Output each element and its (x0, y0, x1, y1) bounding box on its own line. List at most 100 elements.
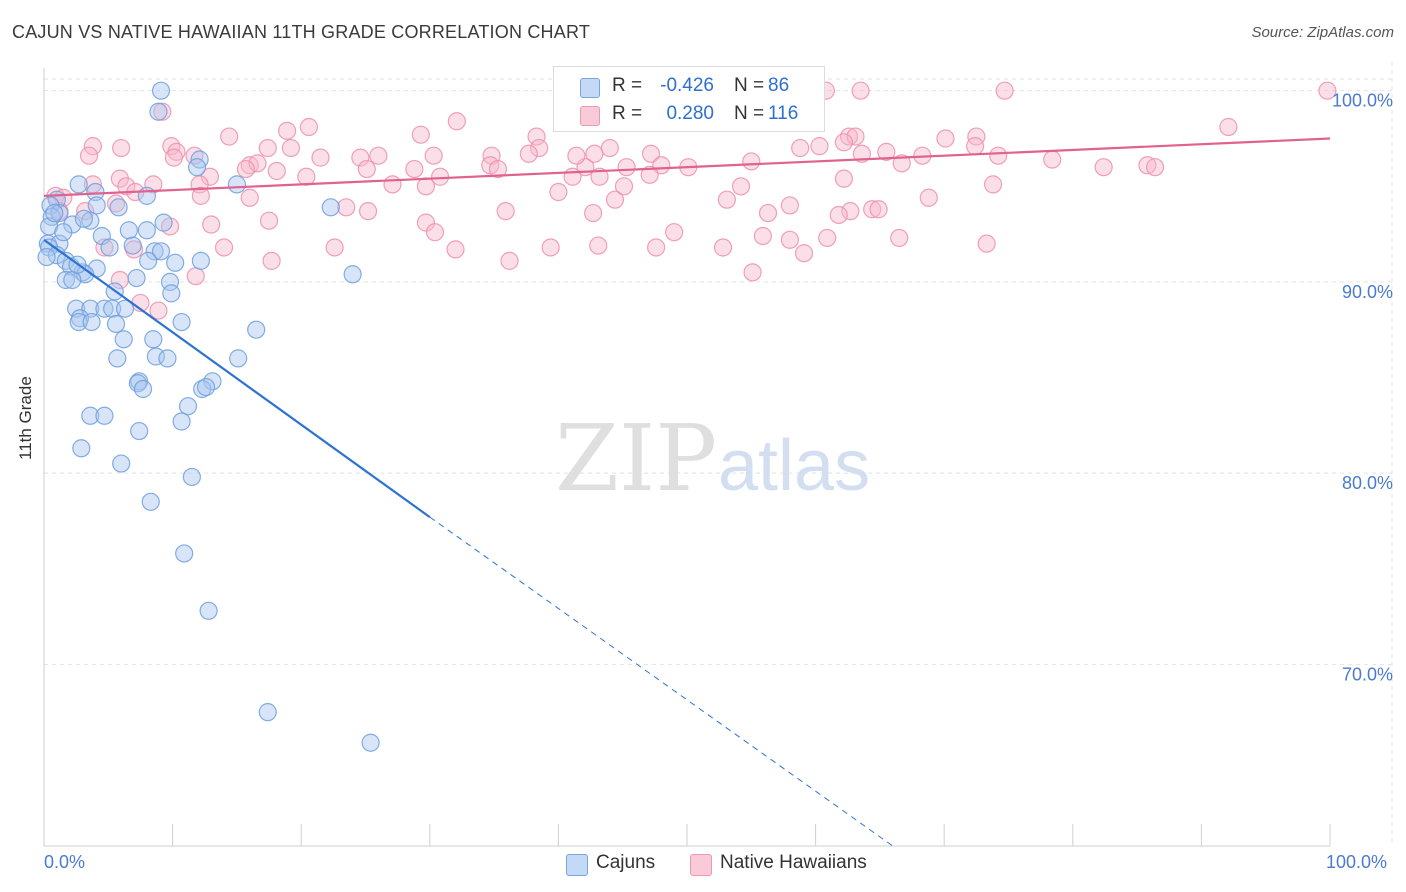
cajun-point (160, 272, 180, 292)
hawaiian-point (641, 144, 661, 163)
hawaiian-point (258, 138, 277, 158)
cajun-point (175, 544, 194, 563)
cajun-point (95, 299, 114, 318)
hawaiian-point (742, 152, 761, 171)
hawaiian-point (713, 238, 733, 257)
hawaiian-point (791, 138, 810, 158)
hawaiian-point (753, 226, 772, 246)
hawaiian-point (117, 177, 136, 196)
hawaiian-point (605, 190, 625, 209)
hawaiian-point (834, 133, 853, 152)
cajun-point (137, 221, 156, 240)
hawaiian-point (424, 146, 443, 165)
cajun-point (139, 251, 158, 270)
cajun-point (158, 349, 177, 368)
cajun-point (172, 312, 191, 332)
cajun-point (146, 347, 165, 366)
hawaiian-point (665, 223, 684, 242)
hawaiian-point (79, 146, 99, 165)
y-tick-label: 100.0% (1332, 91, 1393, 111)
cajun-point (199, 601, 218, 620)
hawaiian-point (83, 137, 102, 156)
hawaiian-point (202, 215, 221, 234)
legend-n-label: N = (734, 75, 765, 96)
legend-n-value: 116 (768, 103, 799, 124)
hawaiian-point (965, 137, 985, 156)
cajun-point (114, 330, 133, 349)
cajun-point (115, 299, 135, 318)
hawaiian-point (277, 121, 297, 140)
cajun-point (151, 242, 171, 261)
bottom-legend-label-hawaiian: Native Hawaiians (720, 852, 867, 873)
cajun-point (86, 182, 105, 202)
y-tick-labels: 100.0% 90.0% 80.0% 70.0% (1332, 91, 1393, 685)
cajun-point (108, 349, 127, 368)
source-label: Source: ZipAtlas.com (1251, 24, 1394, 41)
hawaiian-point (411, 125, 430, 144)
cajun-point (191, 251, 210, 270)
legend-r-value: 0.280 (666, 103, 714, 124)
cajun-point (128, 374, 147, 393)
watermark: ZIP atlas (555, 405, 870, 512)
cajun-point (187, 158, 207, 177)
hawaiian-point (281, 138, 301, 158)
cajun-point (67, 299, 86, 318)
hawaiian-point (236, 159, 256, 179)
bottom-legend-swatch-hawaiian (690, 854, 712, 876)
correlation-legend: R = -0.426 N = 86 R = 0.280 N = 116 (553, 66, 825, 132)
y-tick-label: 90.0% (1342, 282, 1393, 302)
hawaiian-point (162, 137, 181, 156)
legend-n-value: 86 (768, 75, 790, 96)
hawaiian-point (983, 175, 1003, 194)
legend-row-hawaiian: R = 0.280 N = 116 (554, 99, 824, 129)
cajun-point (69, 175, 88, 194)
hawaiian-point (416, 177, 436, 196)
y-axis-label: 11th Grade (16, 376, 35, 460)
chart-title: CAJUN VS NATIVE HAWAIIAN 11TH GRADE CORR… (12, 22, 591, 42)
hawaiian-point (149, 301, 168, 320)
hawaiian-point (186, 267, 205, 286)
cajun-point (172, 412, 191, 431)
cajun-point (141, 492, 160, 511)
cajun-point (82, 312, 101, 332)
cajun-point (106, 314, 126, 334)
hawaiian-point (647, 238, 666, 257)
bottom-legend-swatch-cajun (566, 854, 588, 876)
cajun-point (182, 467, 201, 487)
hawaiian-point (297, 167, 316, 186)
cajun-point (178, 397, 198, 416)
cajun-point (81, 406, 100, 425)
hawaiian-point (841, 202, 860, 221)
hawaiian-point (425, 223, 445, 242)
cajun-point (133, 379, 153, 399)
hawaiian-point (337, 198, 356, 217)
hawaiian-point (851, 81, 870, 100)
bottom-legend-label-cajun: Cajuns (596, 852, 656, 873)
cajun-point (87, 196, 106, 215)
x-tick-label-max: 100.0% (1326, 852, 1388, 872)
legend-swatch-hawaiian (580, 106, 600, 126)
hawaiian-point (758, 203, 778, 223)
cajun-point (112, 454, 131, 473)
hawaiian-point (351, 148, 370, 167)
cajun-points (37, 81, 380, 752)
hawaiian-point (299, 117, 319, 137)
hawaiian-point (95, 238, 114, 257)
hawaiian-point (153, 102, 172, 121)
cajun-point (109, 198, 128, 217)
cajun-point (321, 198, 340, 217)
hawaiian-point (810, 137, 829, 156)
legend-r-value: -0.426 (660, 75, 714, 96)
hawaiian-point (590, 167, 609, 186)
cajun-point (144, 330, 163, 349)
hawaiian-point (1219, 117, 1238, 137)
hawaiian-point (530, 138, 549, 158)
hawaiian-point (731, 177, 751, 196)
cajun-point (63, 270, 82, 290)
hawaiian-point (1318, 81, 1337, 100)
cajun-point (119, 221, 138, 240)
hawaiian-point (144, 175, 163, 194)
legend-row-cajun: R = -0.426 N = 86 (554, 71, 824, 101)
legend-n-label: N = (734, 103, 765, 124)
